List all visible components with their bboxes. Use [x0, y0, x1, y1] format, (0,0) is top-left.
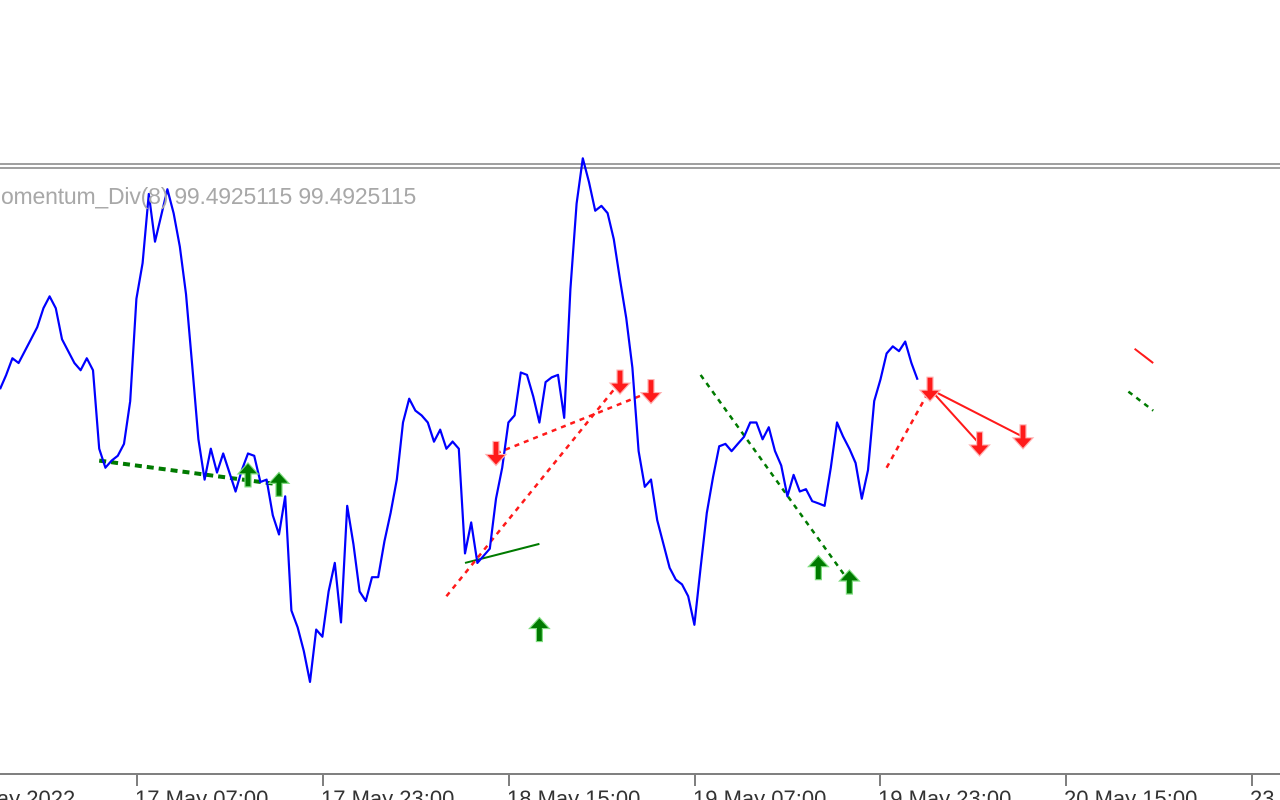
price-chart-pane[interactable] [0, 0, 1280, 163]
time-axis-tick-label: 17 May 23:00 [321, 786, 454, 800]
sell-arrow-icon [639, 378, 663, 405]
time-axis: 17 May 2022 17 May 07:00 17 May 23:00 18 Ma… [0, 774, 1280, 800]
bearish-divergence-line [885, 388, 932, 469]
time-axis-tick-label: 20 May 15:00 [1064, 786, 1197, 800]
bearish-divergence-line [445, 381, 621, 598]
time-axis-tick-label: 18 May 15:00 [507, 786, 640, 800]
pane-separator[interactable] [0, 163, 1280, 169]
bearish-divergence-line [929, 388, 981, 445]
bearish-divergence-line [929, 388, 1024, 438]
sell-arrow-icon [484, 440, 508, 467]
indicator-label: Momentum_Div(8) 99.4925115 99.4925115 [0, 183, 417, 209]
sell-arrow-icon [918, 376, 942, 403]
buy-arrow-icon [838, 569, 861, 595]
time-axis-tick-label: 17 May 07:00 [135, 786, 268, 800]
buy-arrow-icon [236, 461, 260, 488]
divergence-lines [98, 347, 1154, 598]
momentum-series-line [0, 157, 919, 684]
time-axis-tick-label: 19 May 23:00 [878, 786, 1011, 800]
buy-arrow-icon [807, 554, 830, 581]
buy-arrow-icon [528, 616, 551, 643]
sell-arrow-icon [1011, 424, 1035, 450]
time-axis-tick-label: 17 May 2022 [0, 786, 75, 800]
buy-arrow-icon [267, 471, 291, 497]
signal-arrows [236, 369, 1035, 643]
bearish-divergence-line [1133, 347, 1154, 364]
bearish-divergence-line [495, 390, 652, 455]
time-axis-tick-label: 23 May 07:00 [1250, 786, 1280, 800]
bullish-divergence-line [98, 458, 280, 487]
bullish-divergence-line [1127, 390, 1154, 412]
sell-arrow-icon [968, 431, 991, 457]
time-axis-tick-label: 19 May 07:00 [693, 786, 826, 800]
sell-arrow-icon [608, 369, 632, 395]
bullish-divergence-line [699, 374, 851, 583]
